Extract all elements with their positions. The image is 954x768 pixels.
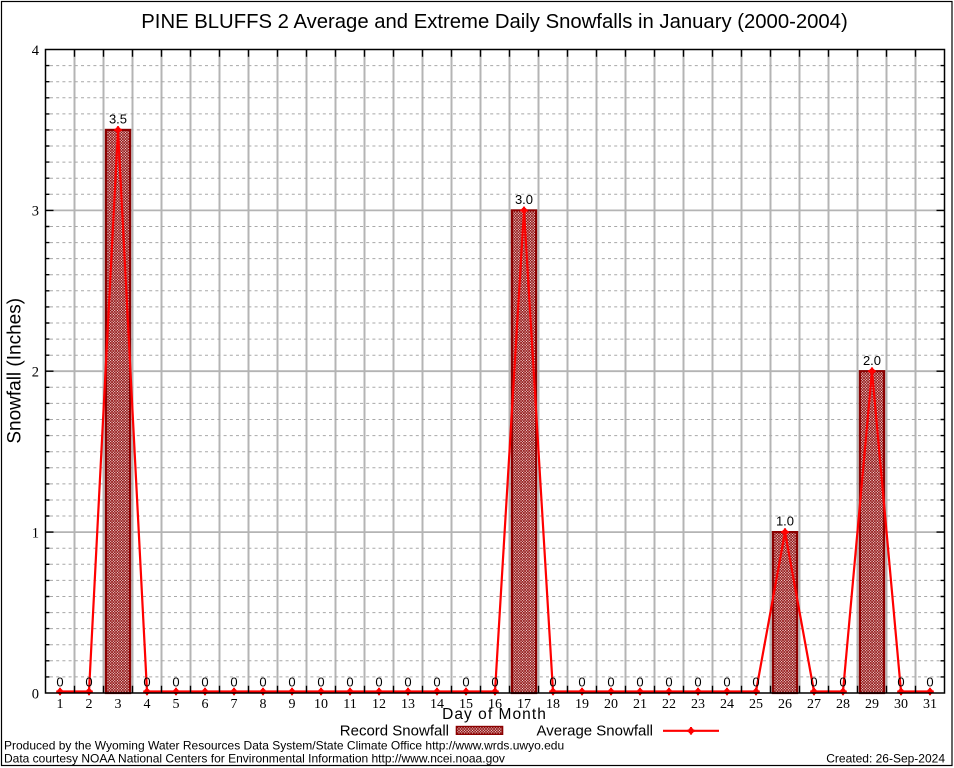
svg-text:0: 0 (375, 674, 382, 689)
svg-text:0: 0 (926, 674, 933, 689)
svg-text:27: 27 (807, 697, 821, 712)
svg-text:7: 7 (231, 697, 238, 712)
svg-text:14: 14 (430, 697, 444, 712)
svg-text:2.0: 2.0 (863, 353, 881, 368)
svg-text:6: 6 (202, 697, 209, 712)
svg-text:11: 11 (343, 697, 356, 712)
svg-text:2: 2 (86, 697, 93, 712)
svg-text:Average Snowfall: Average Snowfall (537, 723, 653, 740)
svg-text:1: 1 (57, 697, 64, 712)
svg-text:3: 3 (115, 697, 122, 712)
svg-text:23: 23 (691, 697, 705, 712)
svg-text:0: 0 (172, 674, 179, 689)
svg-text:Snowfall (Inches): Snowfall (Inches) (5, 298, 26, 444)
svg-text:1: 1 (32, 525, 39, 541)
svg-text:10: 10 (314, 697, 328, 712)
svg-text:0: 0 (288, 674, 295, 689)
svg-text:24: 24 (720, 697, 734, 712)
svg-text:29: 29 (865, 697, 879, 712)
svg-text:0: 0 (259, 674, 266, 689)
svg-text:30: 30 (894, 697, 908, 712)
svg-text:13: 13 (401, 697, 415, 712)
svg-text:2: 2 (32, 365, 39, 381)
svg-text:5: 5 (173, 697, 180, 712)
svg-text:9: 9 (289, 697, 296, 712)
svg-text:19: 19 (575, 697, 589, 712)
svg-text:3.5: 3.5 (109, 112, 127, 127)
svg-text:0: 0 (433, 674, 440, 689)
svg-text:0: 0 (230, 674, 237, 689)
svg-text:0: 0 (665, 674, 672, 689)
svg-text:0: 0 (346, 674, 353, 689)
svg-text:Record Snowfall: Record Snowfall (340, 723, 449, 740)
svg-text:22: 22 (662, 697, 676, 712)
svg-text:3: 3 (32, 204, 39, 220)
svg-text:0: 0 (32, 686, 39, 702)
svg-text:3.0: 3.0 (515, 192, 533, 207)
svg-text:Data courtesy NOAA National Ce: Data courtesy NOAA National Centers for … (4, 752, 505, 766)
svg-text:0: 0 (404, 674, 411, 689)
svg-text:0: 0 (549, 674, 556, 689)
svg-text:0: 0 (839, 674, 846, 689)
svg-text:0: 0 (578, 674, 585, 689)
svg-text:26: 26 (778, 697, 792, 712)
svg-text:0: 0 (723, 674, 730, 689)
svg-text:Produced by the Wyoming Water: Produced by the Wyoming Water Resources … (4, 739, 564, 753)
svg-text:Day of Month: Day of Month (442, 706, 547, 723)
svg-text:15: 15 (459, 697, 473, 712)
svg-text:8: 8 (260, 697, 267, 712)
svg-text:0: 0 (56, 674, 63, 689)
svg-text:0: 0 (694, 674, 701, 689)
svg-text:25: 25 (749, 697, 763, 712)
svg-text:12: 12 (372, 697, 386, 712)
svg-text:0: 0 (607, 674, 614, 689)
svg-text:1.0: 1.0 (776, 514, 794, 529)
svg-text:0: 0 (897, 674, 904, 689)
svg-text:0: 0 (636, 674, 643, 689)
svg-text:0: 0 (491, 674, 498, 689)
svg-text:0: 0 (317, 674, 324, 689)
svg-text:31: 31 (923, 697, 937, 712)
svg-text:0: 0 (201, 674, 208, 689)
svg-text:28: 28 (836, 697, 850, 712)
svg-text:Created: 26-Sep-2024: Created: 26-Sep-2024 (826, 752, 945, 766)
svg-text:0: 0 (810, 674, 817, 689)
svg-text:16: 16 (488, 697, 502, 712)
svg-text:0: 0 (143, 674, 150, 689)
svg-text:0: 0 (752, 674, 759, 689)
svg-text:0: 0 (462, 674, 469, 689)
svg-text:4: 4 (32, 43, 40, 59)
svg-text:20: 20 (604, 697, 618, 712)
svg-text:17: 17 (517, 697, 531, 712)
svg-text:0: 0 (85, 674, 92, 689)
svg-text:PINE BLUFFS 2 Average and Extr: PINE BLUFFS 2 Average and Extreme Daily … (141, 11, 847, 33)
svg-text:21: 21 (633, 697, 647, 712)
svg-text:4: 4 (144, 697, 151, 712)
svg-text:18: 18 (546, 697, 560, 712)
